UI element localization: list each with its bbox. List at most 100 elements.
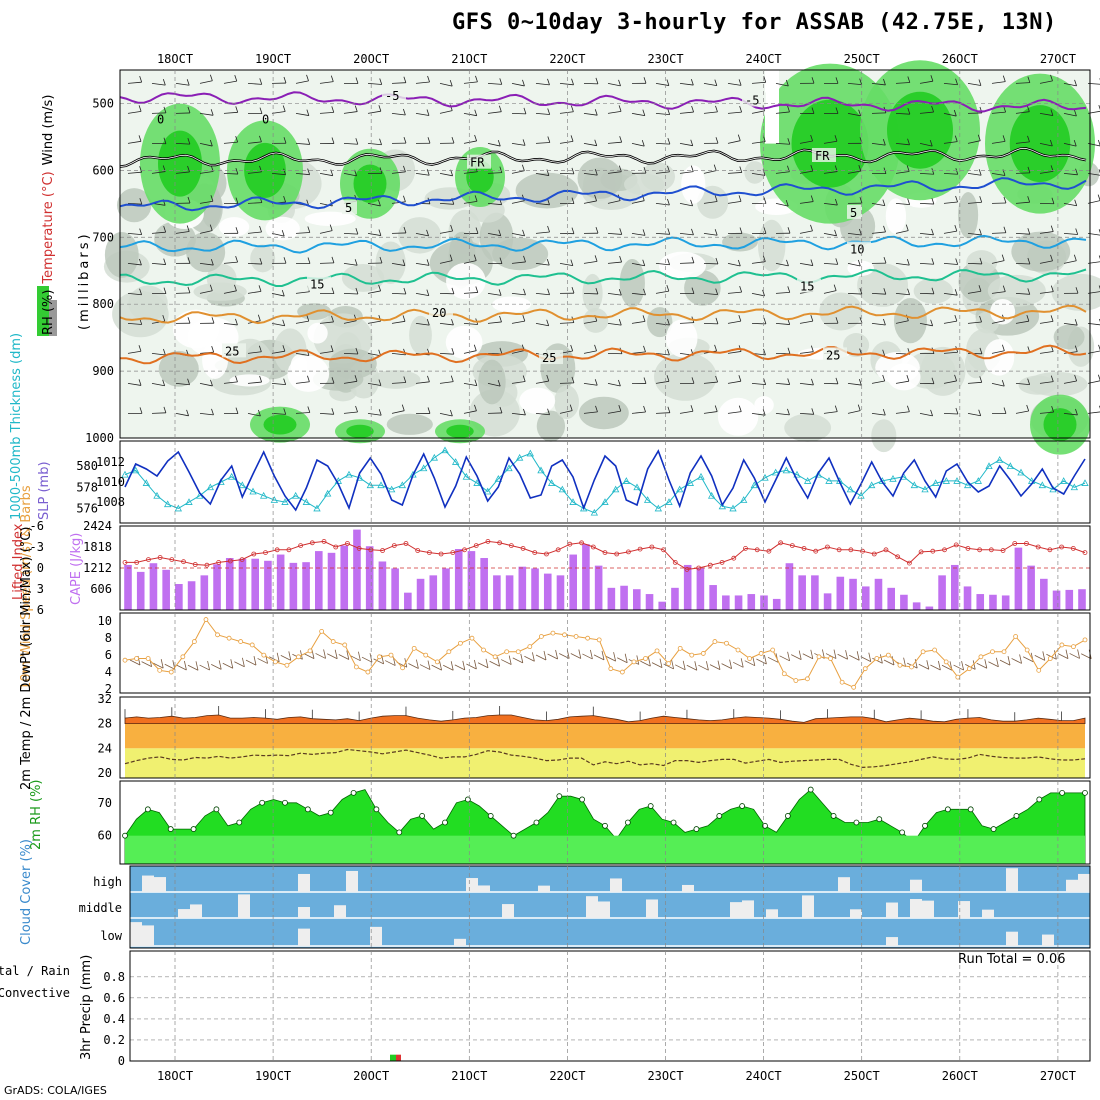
wind-barb-flag xyxy=(737,259,741,267)
wind-barb xyxy=(343,320,357,324)
wind-barb-flag xyxy=(522,375,526,382)
wind-barb-flag xyxy=(234,284,237,291)
thickness-point xyxy=(441,446,449,454)
wind-barb xyxy=(199,382,213,387)
slp-line xyxy=(124,449,1086,512)
thickness-point xyxy=(633,483,641,491)
wind-barb-flag xyxy=(522,229,525,236)
wind-barb-flag xyxy=(259,107,263,114)
wind-barb xyxy=(415,81,430,84)
cloud-cover-block xyxy=(334,905,346,918)
wind-barb-flag xyxy=(330,345,334,352)
lifted-index-tick-label: 6 xyxy=(37,603,44,617)
wind-speed-point xyxy=(874,656,880,661)
wind-barb-10m xyxy=(153,662,164,669)
wind-barb-flag xyxy=(474,195,478,202)
pressure-tick-label: 800 xyxy=(92,297,114,311)
rh-base-band xyxy=(125,835,1085,864)
thickness-point xyxy=(505,464,513,472)
thickness-point xyxy=(483,487,492,495)
panel-frame xyxy=(119,440,1091,524)
wind-barb-flag xyxy=(978,409,982,416)
wind-barb xyxy=(439,260,453,264)
thickness-point xyxy=(302,498,311,505)
wind-barb xyxy=(247,231,262,234)
thickness-point xyxy=(590,508,599,516)
wind-speed-point xyxy=(793,678,799,683)
wind-barb xyxy=(967,381,982,384)
wind-barb-10m xyxy=(176,664,187,671)
wind-barb-flag xyxy=(163,287,167,294)
rh-shading-blob xyxy=(158,350,199,387)
wind-barb xyxy=(559,140,574,144)
wind-barb xyxy=(439,110,453,114)
wind-barb-flag xyxy=(259,135,262,142)
wind-barb-flag xyxy=(811,408,815,415)
wind-barb xyxy=(775,202,789,207)
wind-barb-flag xyxy=(859,197,863,204)
lifted-index-point xyxy=(883,547,889,553)
wind-barb xyxy=(295,381,310,384)
wind-barb-10m-flag xyxy=(485,658,489,668)
wind-barb-flag xyxy=(1002,285,1006,292)
cape-bar xyxy=(264,560,272,610)
wind-barb-10m xyxy=(222,662,233,669)
wind-barb-flag xyxy=(594,255,598,262)
wind-barb-flag xyxy=(426,169,430,176)
lifted-index-point xyxy=(1059,544,1064,550)
wind-barb-flag xyxy=(259,375,262,383)
wind-barb-flag xyxy=(281,289,285,297)
lifted-index-point xyxy=(801,546,807,551)
wind-barb-flag xyxy=(1074,374,1078,382)
isotherm-label: -5 xyxy=(745,93,759,107)
wind-barb xyxy=(1015,82,1030,84)
wind-barb-10m-flag xyxy=(474,659,477,670)
wind-barb-flag xyxy=(235,227,239,234)
wind-barb xyxy=(607,82,621,87)
wind-barb-flag xyxy=(522,139,526,146)
date-label-bottom: 20OCT xyxy=(353,1069,389,1083)
isotherm-label-bg xyxy=(823,347,847,362)
cape-bar xyxy=(671,587,679,610)
lifted-index-point xyxy=(532,550,538,555)
cape-bar xyxy=(683,564,692,610)
lifted-index-point xyxy=(555,547,561,553)
rh-point xyxy=(144,806,151,813)
thickness-point xyxy=(131,466,140,474)
wind-barb xyxy=(463,200,478,204)
cape-tick-label: 2424 xyxy=(83,519,112,533)
rh-clear-blob xyxy=(875,351,920,384)
wind-barb xyxy=(199,262,214,266)
wind-speed-point xyxy=(978,654,984,660)
rh-shading-blob xyxy=(1026,372,1088,397)
wind-barb-flag xyxy=(594,194,597,202)
wind-barb xyxy=(151,352,166,356)
wind-barb-flag xyxy=(497,139,501,147)
wind-barb xyxy=(871,322,886,326)
cape-bar xyxy=(124,564,132,610)
cape-tick-label: 1212 xyxy=(83,561,112,575)
wind-barb-10m xyxy=(791,654,802,660)
wind-barb xyxy=(559,82,574,86)
wind-barb xyxy=(631,351,646,354)
wind-barb-flag xyxy=(211,346,215,353)
wind-barb xyxy=(343,352,358,355)
wind-barb xyxy=(823,140,838,144)
wind-barb-flag xyxy=(883,78,886,86)
wind-barb-10m xyxy=(477,662,489,669)
cloud-cover-block xyxy=(982,909,994,918)
wind-barb-flag xyxy=(162,379,166,386)
wind-barb-flag xyxy=(715,137,719,144)
isotherm-label: 25 xyxy=(225,344,239,358)
thickness-point xyxy=(803,477,812,484)
lifted-index-point xyxy=(567,541,573,547)
lifted-index-point xyxy=(497,540,503,546)
wind-barb-10m xyxy=(1023,656,1034,663)
rh-shading-blob xyxy=(583,308,609,333)
thickness-point xyxy=(1081,479,1089,486)
wind-barb-flag xyxy=(907,198,911,205)
rh-point xyxy=(807,786,814,793)
wind-barb-flag xyxy=(834,135,838,142)
wind-barb-flag xyxy=(667,165,670,172)
wind-barb-flag xyxy=(426,319,430,326)
